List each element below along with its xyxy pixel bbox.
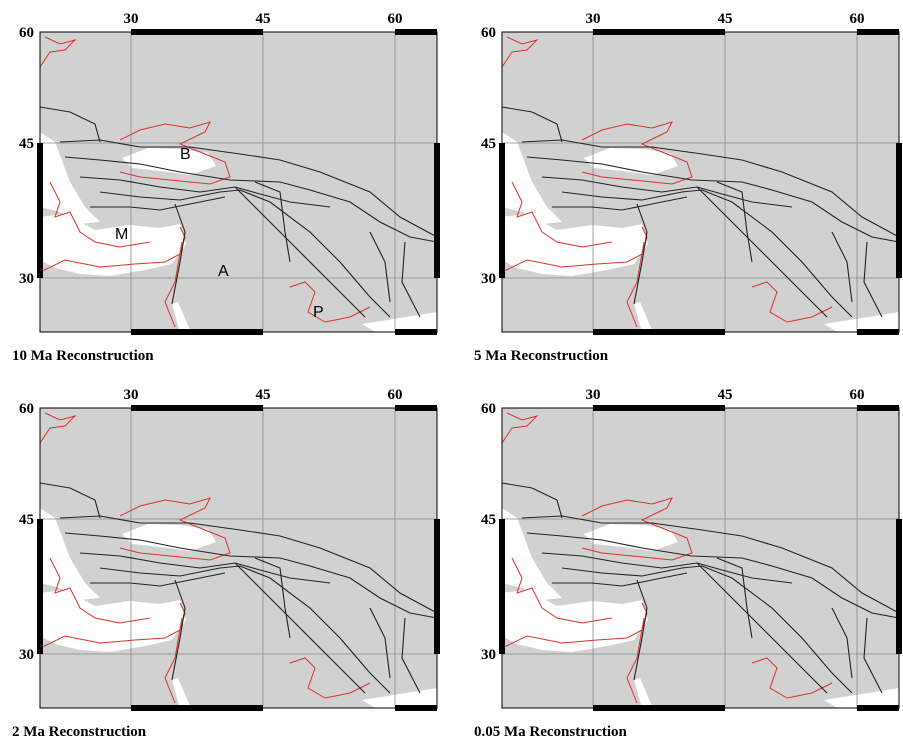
- frame-bar: [857, 705, 899, 711]
- frame-bar: [131, 29, 263, 35]
- x-tick-label: 30: [586, 387, 601, 403]
- frame-bar: [434, 519, 440, 654]
- frame-bar: [131, 705, 263, 711]
- y-tick-label: 60: [19, 25, 34, 41]
- frame-bar: [395, 405, 437, 411]
- y-tick-label: 45: [19, 136, 34, 152]
- y-tick-label: 30: [19, 271, 34, 287]
- map: [502, 32, 899, 332]
- frame-bar: [395, 329, 437, 335]
- y-tick-label: 30: [481, 271, 496, 287]
- map-panel: 30 45 60 60 45 30 0.05 Ma Reconstruction: [474, 387, 902, 740]
- caption: 2 Ma Reconstruction: [12, 724, 147, 740]
- map-label: M: [115, 226, 128, 243]
- x-tick-label: 45: [256, 11, 271, 27]
- x-tick-label: 30: [586, 11, 601, 27]
- frame-bar: [857, 329, 899, 335]
- map: [502, 408, 899, 708]
- caption: 5 Ma Reconstruction: [474, 348, 609, 364]
- x-tick-label: 45: [256, 387, 271, 403]
- x-tick-label: 45: [718, 11, 733, 27]
- y-tick-label: 60: [481, 401, 496, 417]
- x-tick-label: 45: [718, 387, 733, 403]
- caption: 10 Ma Reconstruction: [12, 348, 154, 364]
- map-label: A: [218, 263, 229, 280]
- frame-bar: [593, 29, 725, 35]
- map: [40, 32, 437, 332]
- map-label: B: [180, 146, 191, 163]
- y-tick-label: 60: [481, 25, 496, 41]
- frame-bar: [896, 143, 902, 278]
- y-tick-label: 45: [481, 512, 496, 528]
- map-label: P: [313, 304, 324, 321]
- map: [40, 408, 437, 708]
- frame-bar: [37, 519, 43, 654]
- map-panel: 30 45 60 60 45 30 10 Ma Reconstruction B M A P: [12, 11, 440, 364]
- x-tick-label: 30: [124, 387, 139, 403]
- frame-bar: [857, 29, 899, 35]
- y-tick-label: 45: [481, 136, 496, 152]
- frame-bar: [593, 405, 725, 411]
- frame-bar: [499, 143, 505, 278]
- frame-bar: [593, 705, 725, 711]
- frame-bar: [434, 143, 440, 278]
- x-tick-label: 60: [388, 11, 403, 27]
- frame-bar: [395, 29, 437, 35]
- frame-bar: [131, 405, 263, 411]
- frame-bar: [593, 329, 725, 335]
- y-tick-label: 30: [19, 647, 34, 663]
- y-tick-label: 45: [19, 512, 34, 528]
- x-tick-label: 30: [124, 11, 139, 27]
- frame-bar: [37, 143, 43, 278]
- frame-bar: [395, 705, 437, 711]
- frame-bar: [499, 519, 505, 654]
- x-tick-label: 60: [388, 387, 403, 403]
- map-panel: 30 45 60 60 45 30 2 Ma Reconstruction: [12, 387, 440, 740]
- frame-bar: [896, 519, 902, 654]
- y-tick-label: 30: [481, 647, 496, 663]
- frame-bar: [131, 329, 263, 335]
- x-tick-label: 60: [850, 387, 865, 403]
- y-tick-label: 60: [19, 401, 34, 417]
- x-tick-label: 60: [850, 11, 865, 27]
- map-panel: 30 45 60 60 45 30 5 Ma Reconstruction: [474, 11, 902, 364]
- figure: 30 45 60 60 45 30 10 Ma Reconstruction B M A P 30 45…: [0, 0, 903, 742]
- caption: 0.05 Ma Reconstruction: [474, 724, 628, 740]
- frame-bar: [857, 405, 899, 411]
